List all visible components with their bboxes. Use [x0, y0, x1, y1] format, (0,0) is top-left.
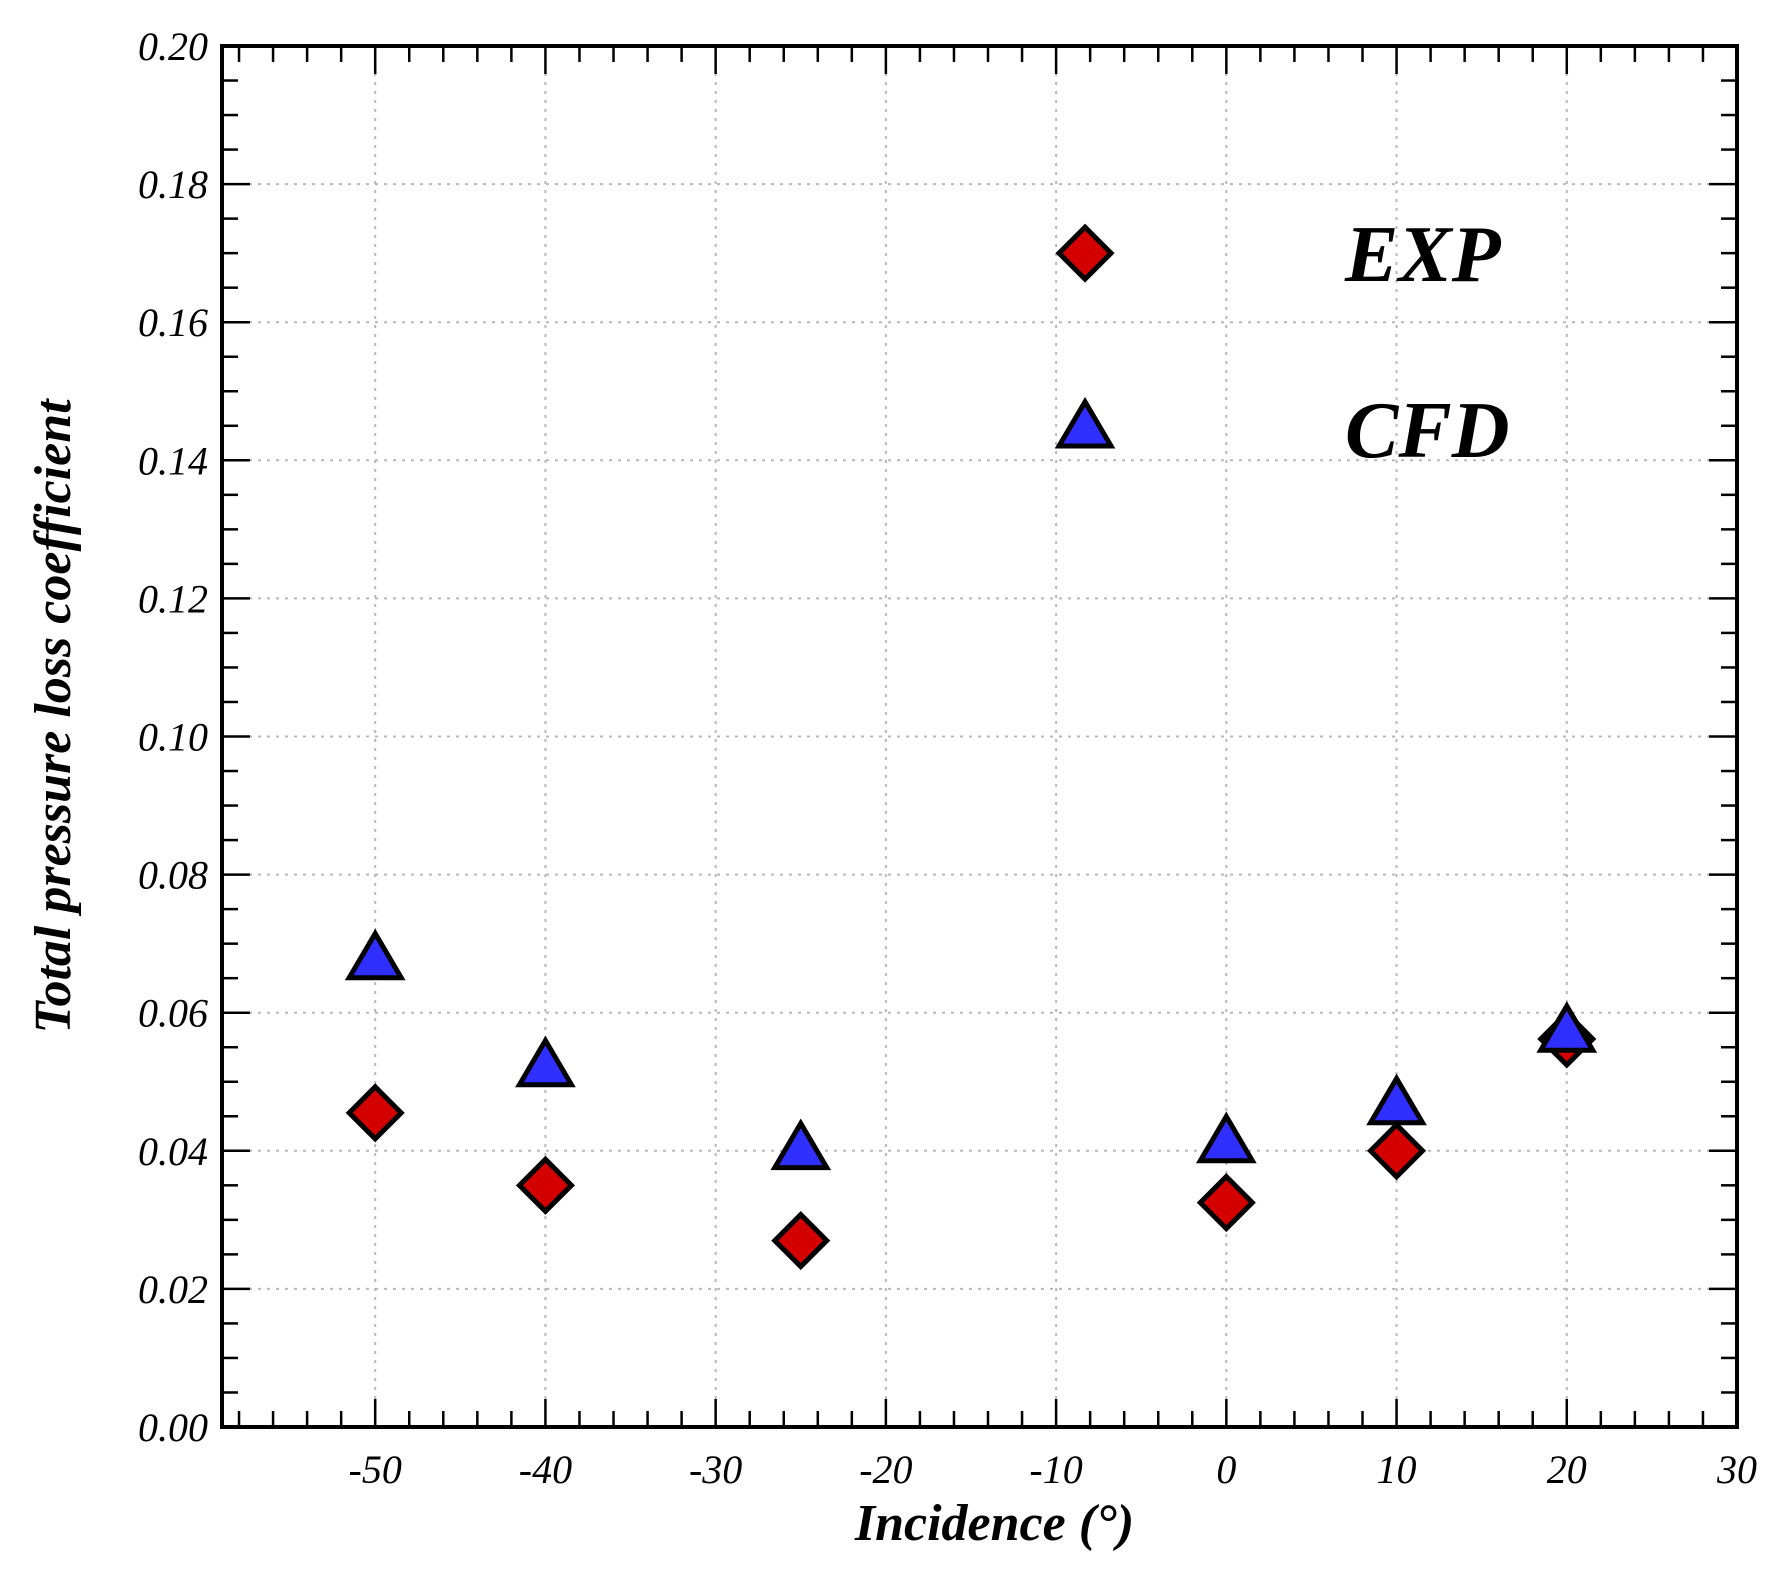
plot-frame: [220, 44, 1739, 1429]
exp-point: [515, 1155, 575, 1215]
y-tick-label: 0.10: [138, 715, 208, 760]
cfd-point: [1366, 1073, 1427, 1126]
y-tick-label: 0.08: [138, 853, 208, 898]
x-tick-label: -30: [689, 1447, 742, 1492]
legend-exp-marker: [1055, 223, 1115, 283]
y-tick-label: 0.14: [138, 438, 208, 483]
y-tick-label: 0.06: [138, 991, 208, 1036]
x-tick-label: -50: [349, 1447, 402, 1492]
grid: [222, 46, 1737, 1427]
series-cfd: [344, 928, 1598, 1171]
x-tick-label: 30: [1716, 1447, 1757, 1492]
exp-point: [1196, 1173, 1256, 1233]
y-tick-label: 0.00: [138, 1405, 208, 1450]
x-tick-label: 20: [1547, 1447, 1587, 1492]
legend-label-cfd: CFD: [1345, 387, 1510, 475]
y-tick-label: 0.04: [138, 1129, 208, 1174]
cfd-point: [1195, 1111, 1257, 1164]
legend-label-exp: EXP: [1344, 211, 1502, 299]
tick-labels: 0.00 0.02 0.04 0.06 0.08 0.10 0.12 0.14 0.16 0.18…: [138, 24, 1757, 1492]
x-tick-label: 0: [1216, 1447, 1236, 1492]
y-tick-label: 0.12: [138, 576, 208, 621]
y-tick-label: 0.16: [138, 300, 208, 345]
y-tick-label: 0.18: [138, 162, 208, 207]
y-tick-label: 0.20: [138, 24, 208, 69]
data-markers: [344, 928, 1598, 1271]
x-tick-label: -20: [859, 1447, 912, 1492]
x-tick-label: -40: [519, 1447, 572, 1492]
exp-point: [771, 1211, 831, 1271]
y-axis-title: Total pressure loss coefficient: [25, 398, 82, 1034]
exp-point: [1367, 1121, 1427, 1181]
x-tick-label: 10: [1377, 1447, 1417, 1492]
x-tick-label: -10: [1029, 1447, 1082, 1492]
cfd-point: [515, 1035, 576, 1088]
y-tick-label: 0.02: [138, 1267, 208, 1312]
cfd-point: [1536, 1001, 1598, 1053]
legend-cfd-marker: [1054, 396, 1116, 449]
cfd-point: [344, 928, 406, 981]
legend: EXP CFD: [1054, 211, 1510, 475]
series-exp: [345, 1009, 1597, 1271]
cfd-point: [770, 1118, 832, 1171]
exp-point: [345, 1083, 405, 1143]
x-axis-title: Incidence (°): [854, 1495, 1134, 1552]
